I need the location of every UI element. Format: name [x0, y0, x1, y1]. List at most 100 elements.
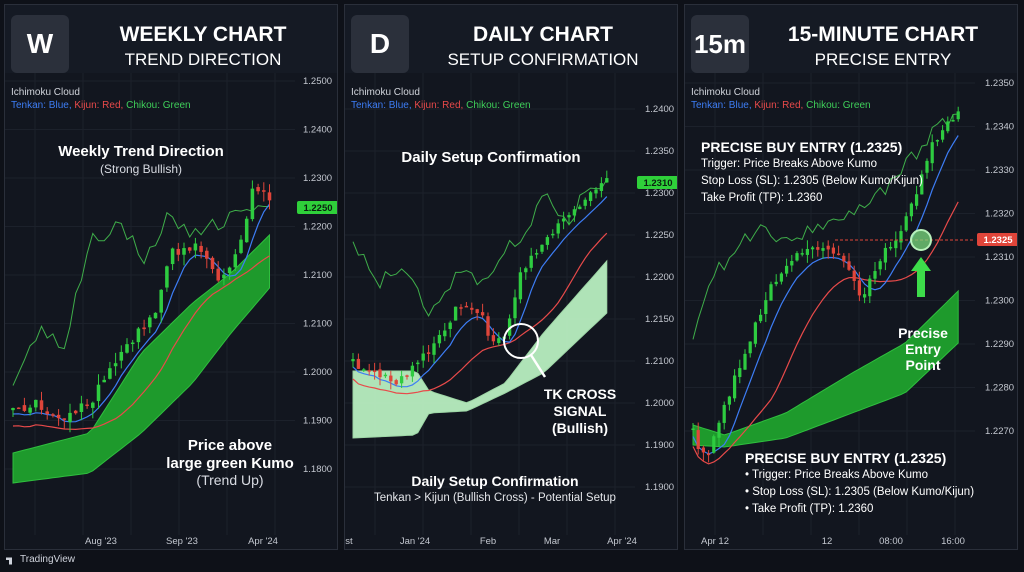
- candle-body: [588, 192, 593, 202]
- current-price-tag: [297, 201, 337, 214]
- candle-body: [367, 370, 371, 372]
- candle-body: [119, 351, 124, 361]
- candle-body: [475, 309, 479, 314]
- candle-body: [486, 316, 490, 336]
- candle-body: [356, 358, 361, 369]
- candle-body: [578, 206, 582, 210]
- candle-body: [216, 268, 220, 281]
- candle-body: [62, 418, 67, 420]
- indicator-name: Ichimoku Cloud: [351, 87, 420, 98]
- candle-body: [743, 353, 747, 370]
- panel-title: WEEKLY CHART: [119, 23, 287, 46]
- candle-body: [421, 353, 425, 361]
- y-tick-label: 1.2340: [985, 122, 1014, 133]
- timeframe-badge: W: [11, 15, 69, 73]
- candle-body: [222, 274, 226, 279]
- y-tick-label: 1.2300: [303, 173, 332, 184]
- annotation-entry3: Point: [905, 357, 941, 373]
- annotation-top-title: PRECISE BUY ENTRY (1.2325): [701, 139, 903, 155]
- annotation-cross3: (Bullish): [552, 420, 608, 436]
- x-tick-label: Sep '23: [166, 536, 198, 547]
- legend-tenkan: Tenkan: Blue,: [351, 100, 412, 111]
- candle-body: [416, 362, 420, 365]
- candle-body: [790, 260, 794, 266]
- legend-tenkan: Tenkan: Blue,: [11, 100, 72, 111]
- chart-area[interactable]: 1.2350 1.2340 1.2330 1.2320 1.2310 1.2300 1.22…: [685, 73, 1018, 550]
- candle-body: [567, 215, 571, 218]
- candle-body: [545, 237, 550, 245]
- candle-body: [96, 384, 101, 402]
- candle-body: [28, 407, 32, 413]
- y-tick-label: 1.2300: [985, 296, 1014, 307]
- candle-body: [868, 278, 872, 297]
- timeframe-badge: 15m: [691, 15, 749, 73]
- annotation-bottom-trigger: • Trigger: Price Breaks Above Kumo: [745, 469, 928, 481]
- x-tick-label: Feb: [480, 536, 496, 547]
- candle-body: [102, 379, 106, 383]
- panel-header: D DAILY CHART SETUP CONFIRMATION: [345, 5, 677, 73]
- panel-title: 15-MINUTE CHART: [787, 23, 979, 46]
- candle-body: [836, 253, 841, 256]
- candle-body: [491, 335, 496, 342]
- current-price-label: 1.2250: [303, 203, 332, 214]
- annotation-bottom-sl: • Stop Loss (SL): 1.2305 (Below Kumo/Kij…: [745, 486, 975, 498]
- candle-body: [706, 453, 711, 456]
- candle-body: [210, 257, 215, 270]
- candle-body: [443, 330, 447, 337]
- panel-subtitle: SETUP CONFIRMATION: [447, 50, 639, 69]
- candle-body: [899, 231, 903, 243]
- candle-body: [779, 273, 784, 282]
- candle-body: [405, 375, 409, 377]
- candle-body: [712, 436, 716, 453]
- candle-body: [810, 247, 815, 250]
- annotation-entry2: Entry: [905, 341, 941, 357]
- annotation-cross1: TK CROSS: [543, 386, 617, 402]
- candle-body: [940, 130, 945, 140]
- y-tick-label: 1.2100: [303, 319, 332, 330]
- y-tick-label: 1.2100: [645, 356, 674, 367]
- candle-body: [45, 411, 49, 414]
- tradingview-logo[interactable]: TradingView: [6, 554, 75, 565]
- kumo-cloud: [352, 259, 608, 439]
- legend-kijun: Kijun: Red,: [414, 100, 464, 111]
- candle-body: [389, 375, 393, 382]
- candle-body: [22, 405, 27, 411]
- candle-body: [852, 270, 856, 281]
- candle-body: [410, 365, 415, 377]
- 15m-candlestick-chart[interactable]: 1.2350 1.2340 1.2330 1.2320 1.2310 1.2300 1.22…: [685, 73, 1018, 550]
- annotation-entry1: Precise: [898, 325, 948, 341]
- candle-body: [696, 430, 700, 450]
- candle-body: [524, 268, 528, 273]
- y-tick-label: 1.1900: [645, 440, 674, 451]
- chart-area[interactable]: 1.2400 1.2350 1.2300 1.2250 1.2200 1.2150 1.21…: [345, 73, 678, 550]
- x-tick-label: 16:00: [941, 536, 965, 547]
- annotation-note3: (Trend Up): [196, 472, 264, 488]
- annotation-top-sl: Stop Loss (SL): 1.2305 (Below Kumo/Kijun…: [701, 175, 923, 187]
- y-tick-label: 1.2100: [303, 270, 332, 281]
- entry-point-marker: [910, 229, 932, 251]
- candle-body: [497, 338, 501, 343]
- candle-body: [125, 344, 129, 353]
- candle-body: [432, 343, 436, 355]
- candle-body: [130, 342, 135, 345]
- candle-body: [464, 305, 469, 308]
- daily-candlestick-chart[interactable]: 1.2400 1.2350 1.2300 1.2250 1.2200 1.2150 1.21…: [345, 73, 678, 550]
- candle-body: [583, 199, 587, 206]
- entry-price-label: 1.2325: [983, 235, 1013, 246]
- weekly-candlestick-chart[interactable]: 1.2500 1.2400 1.2300 1.2200 1.2100 1.2100 1.20…: [5, 73, 338, 550]
- chart-area[interactable]: 1.2500 1.2400 1.2300 1.2200 1.2100 1.2100 1.20…: [5, 73, 338, 550]
- annotation-cross2: SIGNAL: [553, 403, 607, 419]
- candle-body: [437, 334, 442, 344]
- candle-body: [914, 194, 919, 206]
- x-tick-label: 08:00: [879, 536, 903, 547]
- candle-body: [85, 404, 89, 407]
- kumo-cloud: [12, 233, 270, 484]
- candle-body: [362, 369, 366, 371]
- candle-body: [244, 218, 249, 243]
- candle-body: [233, 254, 238, 268]
- candle-body: [826, 245, 830, 250]
- candle-body: [480, 312, 485, 316]
- x-tick-label: Jan '24: [400, 536, 430, 547]
- y-tick-label: 1.1900: [303, 416, 332, 427]
- annotation-bottom-tp: • Take Profit (TP): 1.2360: [745, 503, 874, 515]
